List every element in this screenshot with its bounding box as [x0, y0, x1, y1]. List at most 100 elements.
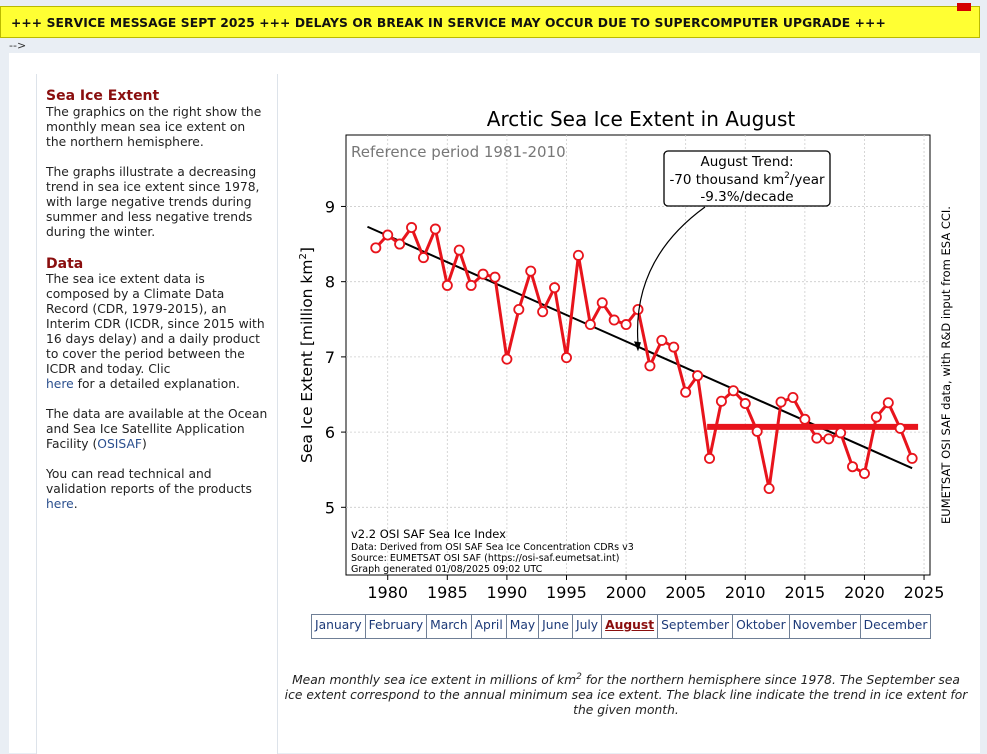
data-point	[882, 397, 894, 409]
stray-markup-text: -->	[9, 39, 27, 52]
data-point	[406, 222, 418, 234]
data-point	[894, 422, 906, 434]
data-point	[680, 386, 692, 398]
month-tab-august[interactable]: August	[602, 615, 659, 638]
data-point	[704, 452, 716, 464]
data-text: The sea ice extent data is composed by a…	[46, 272, 265, 376]
data-point	[835, 427, 847, 439]
data-point	[692, 370, 704, 382]
data-point	[847, 461, 859, 473]
data-points	[370, 222, 918, 495]
x-tick-label: 2000	[606, 583, 647, 602]
y-axis-label: Sea Ice Extent [million km2]	[298, 247, 316, 463]
month-tab-april[interactable]: April	[472, 615, 507, 638]
data-point	[501, 353, 513, 365]
data-point	[429, 223, 441, 235]
data-point	[775, 396, 787, 408]
x-tick-label: 2015	[784, 583, 825, 602]
reports-link[interactable]: here	[46, 497, 74, 511]
x-tick-label: 1990	[487, 583, 528, 602]
reports-text: You can read technical and validation re…	[46, 467, 252, 496]
data-point	[906, 452, 918, 464]
month-tab-july[interactable]: July	[573, 615, 603, 638]
trend-paragraph: The graphs illustrate a decreasing trend…	[46, 165, 260, 239]
x-tick-label: 1995	[546, 583, 587, 602]
data-point	[799, 413, 811, 425]
availability-tail: )	[141, 437, 147, 451]
chart-title: Arctic Sea Ice Extent in August	[487, 107, 796, 131]
data-point	[572, 249, 584, 261]
y-tick-label: 6	[325, 423, 335, 442]
corner-close-icon[interactable]	[957, 3, 971, 11]
trend-box-line2: -70 thousand km2/year	[669, 171, 825, 188]
data-point	[453, 244, 465, 256]
x-tick-label: 2005	[665, 583, 706, 602]
data-point	[394, 238, 406, 250]
footer-line-4: Graph generated 01/08/2025 09:02 UTC	[351, 564, 543, 575]
service-banner: +++ SERVICE MESSAGE SEPT 2025 +++ DELAYS…	[0, 3, 980, 38]
data-point	[608, 314, 620, 326]
x-tick-label: 2025	[904, 583, 945, 602]
trend-line2-pre: -70 thousand km	[669, 172, 784, 188]
month-tab-december[interactable]: December	[863, 618, 928, 632]
osisaf-link[interactable]: OSISAF	[97, 437, 142, 451]
y-tick-label: 8	[325, 273, 335, 292]
caption-sup: 2	[576, 672, 582, 682]
data-point	[715, 395, 727, 407]
trend-box-line3: -9.3%/decade	[700, 189, 793, 205]
data-point	[465, 279, 477, 291]
x-tick-label: 2020	[844, 583, 885, 602]
data-point	[727, 385, 739, 397]
data-point	[489, 271, 501, 283]
data-point	[560, 352, 572, 364]
y-tick-label: 5	[325, 498, 335, 517]
data-paragraph: The sea ice extent data is composed by a…	[46, 272, 268, 392]
data-point	[417, 252, 429, 264]
data-point	[477, 268, 489, 280]
trend-box-line1: August Trend:	[700, 154, 793, 170]
month-tab-september[interactable]: September	[658, 615, 734, 638]
data-point	[823, 433, 835, 445]
footer-line-3: Source: EUMETSAT OSI SAF (https://osi-sa…	[351, 553, 619, 564]
plot-frame	[345, 134, 931, 576]
data-point	[751, 425, 763, 437]
figure-caption: Mean monthly sea ice extent in millions …	[284, 670, 968, 718]
data-point	[656, 334, 668, 346]
y-tick-label: 7	[325, 348, 335, 367]
explanation-link[interactable]: here	[46, 377, 74, 391]
month-tab-january[interactable]: January	[312, 615, 366, 638]
trend-box	[663, 150, 831, 207]
reference-period-label: Reference period 1981-2010	[351, 143, 566, 161]
heading-data: Data	[46, 256, 84, 272]
availability-paragraph: The data are available at the Ocean and …	[46, 407, 268, 452]
chart-svg: Arctic Sea Ice Extent in August 1980 1985…	[298, 107, 953, 602]
sea-ice-chart: Arctic Sea Ice Extent in August 1980 1985…	[290, 100, 960, 610]
month-tab-june[interactable]: June	[539, 615, 573, 638]
sidebar: Sea Ice Extent The graphics on the right…	[36, 74, 278, 754]
intro-paragraph: The graphics on the right show the month…	[46, 105, 262, 149]
month-tab-february[interactable]: February	[366, 615, 428, 638]
series-line	[374, 223, 914, 489]
data-point	[584, 319, 596, 331]
ylabel-end: ]	[298, 247, 316, 253]
month-tab-may[interactable]: May	[507, 615, 540, 638]
reports-tail: .	[73, 497, 78, 511]
footer-line-1: v2.2 OSI SAF Sea Ice Index	[351, 527, 506, 541]
ylabel-sup: 2	[298, 253, 309, 259]
month-tab-march[interactable]: March	[427, 615, 472, 638]
banner-text: +++ SERVICE MESSAGE SEPT 2025 +++ DELAYS…	[11, 16, 886, 30]
x-tick-label: 1985	[427, 583, 468, 602]
data-point	[763, 483, 775, 495]
data-point	[620, 319, 632, 331]
trend-line2-sup: 2	[784, 171, 790, 181]
data-point	[382, 229, 394, 241]
ylabel-main: Sea Ice Extent [million km	[298, 259, 316, 462]
data-point	[549, 282, 561, 294]
footer-line-2: Data: Derived from OSI SAF Sea Ice Conce…	[351, 542, 634, 553]
heading-sea-ice-extent: Sea Ice Extent	[46, 88, 160, 104]
data-point	[739, 398, 751, 410]
axis-ticks: 1980 1985 1990 1995 2000 2005 2010 2015 2020 2025…	[325, 197, 945, 602]
month-tab-november[interactable]: November	[790, 615, 861, 638]
x-tick-label: 2010	[725, 583, 766, 602]
month-tab-oktober[interactable]: Oktober	[733, 615, 790, 638]
